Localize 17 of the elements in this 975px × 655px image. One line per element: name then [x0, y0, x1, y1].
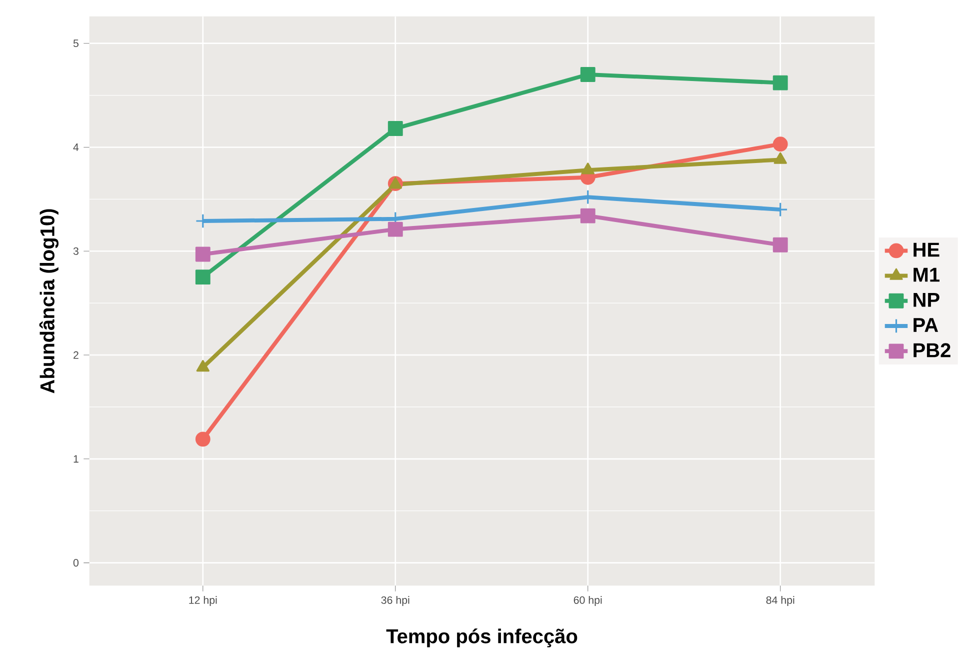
- x-tick-label: 84 hpi: [766, 596, 794, 606]
- y-tick-label: 0: [73, 559, 79, 567]
- x-tick-label: 60 hpi: [574, 596, 602, 606]
- legend-label: M1: [914, 268, 940, 282]
- legend-label: NP: [914, 293, 940, 307]
- y-axis-title: Abundância (log10): [39, 209, 59, 394]
- y-tick-label: 4: [73, 144, 79, 151]
- y-tick-label: 1: [74, 455, 78, 463]
- x-tick-label: 36 hpi: [381, 596, 410, 606]
- x-tick-label: 12 hpi: [189, 596, 217, 606]
- legend-label: PB2: [914, 343, 950, 358]
- x-axis-title: Tempo pós infecção: [386, 628, 578, 648]
- y-tick-label: 3: [73, 247, 78, 255]
- legend-label: HE: [914, 242, 940, 257]
- y-tick-label: 2: [74, 351, 78, 359]
- legend-label: PA: [914, 318, 938, 332]
- y-tick-label: 5: [73, 40, 78, 48]
